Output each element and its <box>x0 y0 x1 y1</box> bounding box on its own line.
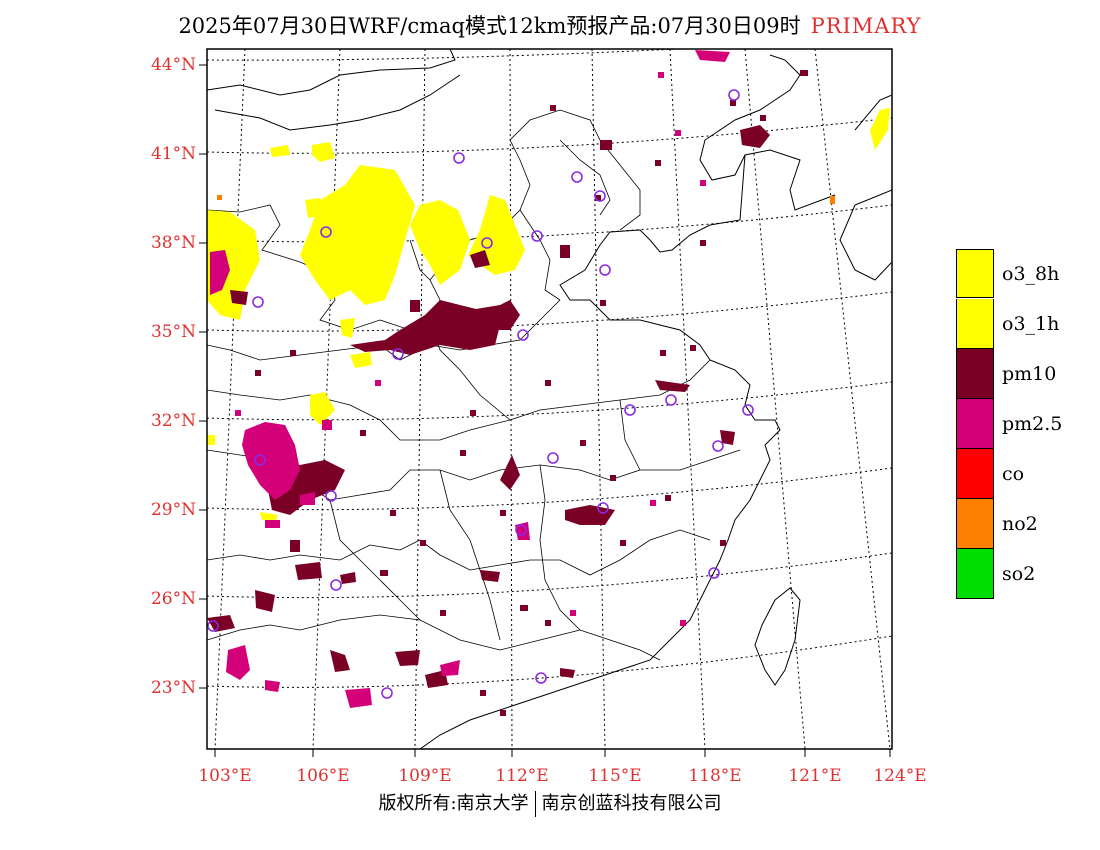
legend-label: pm2.5 <box>1002 413 1063 435</box>
primary-pollutant-field <box>207 50 890 716</box>
legend-label: o3_8h <box>1002 263 1060 285</box>
lat-label-26: 26°N <box>150 589 196 609</box>
copyright-left: 版权所有:南京大学 <box>378 793 529 814</box>
lat-label-29: 29°N <box>150 500 196 520</box>
lon-label-109: 109°E <box>398 766 452 786</box>
legend-swatch <box>956 299 994 349</box>
lat-label-44: 44°N <box>150 55 196 75</box>
legend-swatch <box>956 249 994 298</box>
copyright-right: 南京创蓝科技有限公司 <box>541 793 722 814</box>
map-frame <box>206 48 893 750</box>
legend-swatch <box>956 549 994 599</box>
legend-swatch <box>956 499 994 549</box>
legend-label: so2 <box>1002 563 1036 585</box>
lon-label-121: 121°E <box>788 766 842 786</box>
lon-label-103: 103°E <box>198 766 252 786</box>
map-title: 2025年07月30日WRF/cmaq模式12km预报产品:07月30日09时 P… <box>0 10 1100 40</box>
primary-tag: PRIMARY <box>810 14 922 38</box>
legend-swatch <box>956 349 994 399</box>
lat-label-38: 38°N <box>150 233 196 253</box>
axis-ticks <box>199 64 891 757</box>
map-title-text: 2025年07月30日WRF/cmaq模式12km预报产品:07月30日09时 <box>178 14 801 38</box>
lon-label-124: 124°E <box>873 766 927 786</box>
station-markers <box>207 89 754 699</box>
lon-label-106: 106°E <box>296 766 350 786</box>
legend-swatch <box>956 399 994 449</box>
lat-label-41: 41°N <box>150 144 196 164</box>
coastline <box>207 49 892 749</box>
legend-label: no2 <box>1002 513 1038 535</box>
footer-separator <box>534 791 536 817</box>
lon-label-112: 112°E <box>495 766 549 786</box>
copyright-footer: 版权所有:南京大学 南京创蓝科技有限公司 <box>0 789 1100 817</box>
legend-label: pm10 <box>1002 363 1057 385</box>
lat-label-35: 35°N <box>150 322 196 342</box>
legend-label: co <box>1002 463 1025 485</box>
lon-label-118: 118°E <box>688 766 742 786</box>
legend-label: o3_1h <box>1002 313 1060 335</box>
lat-label-32: 32°N <box>150 411 196 431</box>
lat-label-23: 23°N <box>150 678 196 698</box>
lon-label-115: 115°E <box>588 766 642 786</box>
legend-swatch <box>956 449 994 499</box>
